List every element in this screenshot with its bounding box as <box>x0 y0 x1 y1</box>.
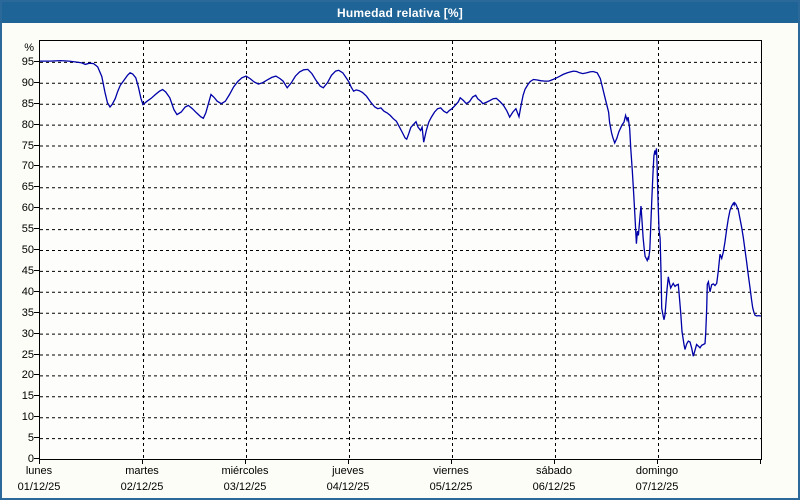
title-bar: Humedad relativa [%] <box>2 2 798 23</box>
y-tick-mark <box>34 311 39 313</box>
y-tick-mark <box>34 353 39 355</box>
plot-area <box>39 40 762 460</box>
x-tick-date-label: 07/12/25 <box>635 481 679 493</box>
x-tick-day-label: sábado <box>535 465 573 477</box>
humidity-series-line <box>40 59 761 357</box>
x-tick-mark <box>657 460 658 464</box>
x-tick-day-label: miércoles <box>221 465 269 477</box>
y-tick-label: 80 <box>21 118 34 131</box>
y-tick-mark <box>34 123 39 125</box>
y-tick-mark <box>34 249 39 250</box>
x-tick-mark <box>554 460 555 464</box>
y-tick-label: 10 <box>21 411 34 424</box>
x-tick-date-label: 02/12/25 <box>120 481 164 493</box>
x-tick-mark <box>245 460 246 464</box>
x-tick-date-label: 03/12/25 <box>223 481 267 493</box>
humidity-line-chart <box>40 41 761 459</box>
y-tick-label: 50 <box>21 244 34 256</box>
y-tick-mark <box>34 165 39 167</box>
y-tick-label: 20 <box>21 369 34 382</box>
x-tick-day-label: viernes <box>433 465 469 477</box>
y-tick-label: 15 <box>21 390 34 403</box>
y-tick-label: 35 <box>21 306 34 319</box>
y-tick-mark <box>34 437 39 439</box>
y-tick-mark <box>34 416 39 418</box>
y-tick-label: 45 <box>21 264 34 277</box>
y-tick-label: 75 <box>21 139 34 152</box>
y-tick-label: 60 <box>21 202 34 215</box>
y-tick-mark <box>34 144 39 146</box>
y-tick-label: 55 <box>21 223 34 236</box>
x-tick-date-label: 06/12/25 <box>532 481 576 493</box>
y-tick-label: 90 <box>21 76 34 89</box>
y-tick-label: 40 <box>21 285 34 298</box>
y-axis-unit-label: % <box>24 41 34 54</box>
y-tick-mark <box>34 332 39 334</box>
y-tick-mark <box>34 269 39 271</box>
y-tick-mark <box>34 60 39 62</box>
x-tick-day-label: jueves <box>332 465 364 477</box>
y-tick-label: 95 <box>21 55 34 68</box>
x-tick-mark <box>451 460 452 464</box>
y-tick-mark <box>34 458 39 459</box>
x-tick-date-label: 05/12/25 <box>429 481 473 493</box>
x-tick-day-label: martes <box>125 465 159 477</box>
x-tick-day-label: lunes <box>25 465 53 477</box>
y-tick-mark <box>34 207 39 209</box>
y-tick-mark <box>34 186 39 188</box>
x-tick-mark <box>348 460 349 464</box>
x-tick-day-label: domingo <box>635 465 679 477</box>
x-tick-date-label: 01/12/25 <box>17 481 61 493</box>
page-title: Humedad relativa [%] <box>336 5 464 20</box>
y-tick-label: 30 <box>21 327 34 340</box>
y-tick-label: 0 <box>27 453 34 465</box>
y-tick-mark <box>34 81 39 83</box>
y-tick-label: 70 <box>21 160 34 173</box>
y-tick-mark <box>34 395 39 397</box>
y-tick-mark <box>34 290 39 292</box>
y-tick-mark <box>34 102 39 104</box>
x-tick-mark <box>142 460 143 464</box>
x-tick-mark <box>39 460 40 464</box>
y-tick-label: 25 <box>21 348 34 361</box>
y-tick-label: 5 <box>27 432 34 445</box>
x-tick-date-label: 04/12/25 <box>326 481 370 493</box>
y-tick-label: 85 <box>21 97 34 110</box>
y-tick-label: 65 <box>21 181 34 194</box>
y-tick-mark <box>34 228 39 230</box>
x-tick-mark <box>760 460 761 464</box>
y-tick-mark <box>34 374 39 376</box>
